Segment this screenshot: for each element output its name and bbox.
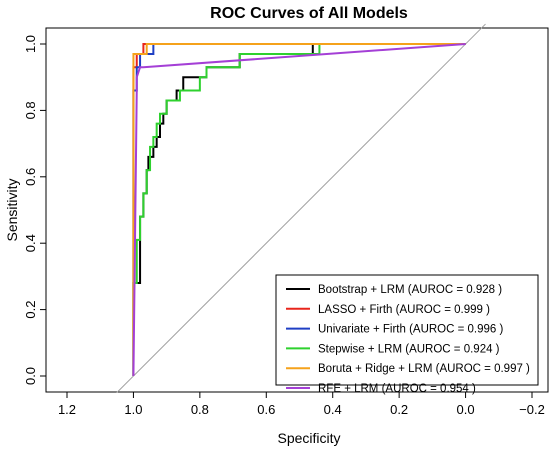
y-tick-label: 0.8 (23, 101, 38, 119)
legend: Bootstrap + LRM (AUROC = 0.928 ) LASSO + … (275, 274, 539, 395)
series-line-6 (132, 43, 466, 377)
x-tick-label: 0.8 (191, 402, 209, 417)
series-line-4 (132, 43, 466, 376)
x-tick-label: 1.2 (58, 402, 76, 417)
y-tick-label: 0.0 (23, 367, 38, 385)
x-axis-label: Specificity (277, 430, 340, 446)
legend-box (275, 274, 539, 386)
legend-label: Bootstrap + LRM (AUROC = 0.928 ) (318, 284, 502, 296)
legend-label: Univariate + Firth (AUROC = 0.996 ) (318, 324, 504, 336)
legend-label: RFE + LRM (AUROC = 0.954 ) (318, 383, 476, 395)
chart-title: ROC Curves of All Models (210, 5, 408, 22)
y-axis-ticks: 0.0 0.2 0.4 0.6 0.8 1.0 (23, 35, 46, 385)
y-axis-label: Sensitivity (4, 178, 20, 241)
x-tick-label: 0.6 (257, 402, 275, 417)
reference-diagonal (116, 23, 486, 393)
x-tick-label: 0.4 (324, 402, 342, 417)
series-line-5 (132, 43, 466, 376)
x-tick-label: 0.2 (390, 402, 408, 417)
x-axis-ticks: 1.2 1.0 0.8 0.6 0.4 0.2 0.0 −0.2 (58, 392, 545, 417)
y-tick-label: 0.6 (23, 168, 38, 186)
x-tick-label: 0.0 (457, 402, 475, 417)
plot-area (45, 27, 549, 393)
x-tick-label: 1.0 (124, 402, 142, 417)
x-tick-label: −0.2 (519, 402, 545, 417)
y-tick-label: 1.0 (23, 35, 38, 53)
plot-frame (45, 27, 549, 393)
series-layer (116, 23, 486, 393)
y-tick-label: 0.2 (23, 301, 38, 319)
y-tick-label: 0.4 (23, 234, 38, 252)
legend-label: Boruta + Ridge + LRM (AUROC = 0.997 ) (318, 363, 530, 375)
legend-label: LASSO + Firth (AUROC = 0.999 ) (318, 304, 490, 316)
legend-label: Stepwise + LRM (AUROC = 0.924 ) (318, 343, 500, 355)
